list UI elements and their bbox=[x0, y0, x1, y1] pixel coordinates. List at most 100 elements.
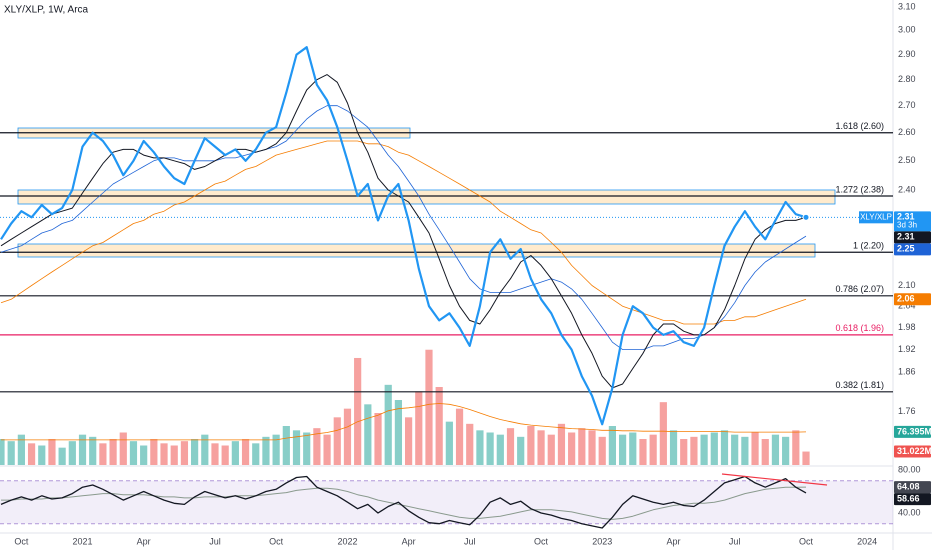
volume-bar bbox=[425, 349, 433, 465]
volume-bar bbox=[262, 436, 270, 465]
volume-bar bbox=[354, 357, 362, 465]
volume-bar bbox=[557, 423, 566, 465]
volume-bar bbox=[700, 434, 708, 465]
volume-bar bbox=[537, 430, 545, 465]
y-tick-label: 2.10 bbox=[898, 280, 916, 290]
x-tick-label: Apr bbox=[402, 536, 416, 546]
x-tick-label: 2023 bbox=[592, 536, 612, 546]
volume-bar bbox=[221, 445, 229, 465]
price-tag-text: 2.31 bbox=[897, 232, 915, 242]
volume-bar bbox=[669, 430, 678, 465]
volume-bar bbox=[48, 439, 56, 465]
volume-bar bbox=[384, 384, 392, 465]
volume-bar bbox=[201, 434, 209, 465]
volume-bar bbox=[720, 430, 729, 465]
volume-bar bbox=[792, 430, 800, 465]
volume-bar bbox=[690, 436, 698, 465]
volume-bar bbox=[323, 434, 331, 465]
price-tag bbox=[894, 211, 931, 232]
y-tick-label: 2.70 bbox=[898, 100, 916, 110]
volume-tag-text: 31.022M bbox=[897, 446, 932, 456]
volume-bar bbox=[191, 439, 199, 465]
y-tick-label: 1.92 bbox=[898, 344, 916, 354]
volume-bar bbox=[771, 434, 780, 465]
moving-average bbox=[0, 105, 807, 350]
zone bbox=[17, 189, 836, 205]
volume-bar bbox=[455, 408, 464, 465]
volume-bar bbox=[761, 439, 769, 465]
volume-bar bbox=[303, 432, 311, 465]
y-tick-label: 1.98 bbox=[898, 322, 916, 332]
price-tag bbox=[894, 293, 931, 306]
volume-bar bbox=[710, 432, 718, 465]
fib-label: 1 (2.20) bbox=[853, 241, 884, 251]
rsi-line bbox=[0, 475, 807, 529]
volume-bar bbox=[435, 387, 443, 465]
volume-bar bbox=[140, 445, 148, 465]
volume-bar bbox=[292, 430, 301, 465]
volume-bar bbox=[466, 423, 474, 465]
x-tick-label: Oct bbox=[269, 536, 284, 546]
volume-bar bbox=[313, 428, 321, 465]
volume-bar bbox=[680, 439, 688, 465]
volume-bar bbox=[364, 404, 372, 465]
volume-bar bbox=[27, 443, 36, 465]
x-tick-label: Oct bbox=[799, 536, 814, 546]
volume-bar bbox=[802, 451, 810, 465]
x-tick-label: Jul bbox=[729, 536, 741, 546]
volume-bar bbox=[38, 445, 46, 465]
x-tick-label: 2024 bbox=[857, 536, 877, 546]
rsi-tag bbox=[894, 493, 931, 506]
volume-tag bbox=[894, 445, 931, 458]
volume-bar bbox=[99, 443, 107, 465]
volume-ma-tag-text: 76.395M bbox=[897, 426, 932, 436]
volume-bar bbox=[547, 434, 555, 465]
volume-ma-tag bbox=[894, 425, 931, 438]
fib-label: 0.382 (1.81) bbox=[835, 380, 884, 390]
price-tag bbox=[894, 243, 931, 256]
volume-bar bbox=[231, 441, 239, 465]
volume-bar bbox=[496, 434, 504, 465]
volume-bar bbox=[598, 436, 606, 465]
y-tick-label: 3.10 bbox=[898, 1, 916, 11]
x-tick-label: 2022 bbox=[337, 536, 357, 546]
volume-bar bbox=[394, 400, 403, 465]
volume-bar bbox=[282, 426, 290, 465]
y-tick-label: 2.40 bbox=[898, 184, 916, 194]
price-tag-sub: 3d 3h bbox=[897, 220, 917, 229]
volume-bar bbox=[578, 428, 586, 465]
volume-bar bbox=[129, 441, 138, 465]
price-tag-text: 2.31 bbox=[897, 212, 915, 222]
volume-bar bbox=[445, 421, 453, 465]
volume-bar bbox=[343, 408, 352, 465]
volume-bar bbox=[333, 417, 341, 465]
volume-bar bbox=[160, 443, 168, 465]
moving-average bbox=[0, 140, 807, 325]
x-tick-label: Apr bbox=[137, 536, 151, 546]
last-point bbox=[802, 213, 810, 221]
volume-bar bbox=[272, 434, 280, 465]
price-tag bbox=[894, 231, 931, 244]
volume-bar bbox=[89, 436, 97, 465]
volume-bar bbox=[241, 439, 250, 465]
volume-bar bbox=[782, 436, 790, 465]
volume-bar bbox=[252, 443, 260, 465]
rsi-tag-text: 64.08 bbox=[897, 481, 920, 491]
rsi-tick-label: 40.00 bbox=[898, 507, 921, 517]
volume-bar bbox=[374, 413, 382, 465]
y-tick-label: 3.00 bbox=[898, 25, 916, 35]
volume-bar bbox=[527, 426, 535, 465]
volume-bar bbox=[109, 439, 117, 465]
price-tag-text: 2.25 bbox=[897, 244, 915, 254]
x-tick-label: Jul bbox=[209, 536, 221, 546]
price-line bbox=[0, 46, 807, 426]
volume-bar bbox=[608, 426, 616, 465]
fib-label: 1.272 (2.38) bbox=[835, 184, 884, 194]
volume-ma bbox=[1, 403, 807, 441]
price-tag-text: 2.06 bbox=[897, 294, 915, 304]
volume-bar bbox=[17, 434, 25, 465]
volume-bar bbox=[170, 445, 178, 465]
volume-bar bbox=[629, 432, 637, 465]
rsi-band bbox=[0, 480, 893, 524]
